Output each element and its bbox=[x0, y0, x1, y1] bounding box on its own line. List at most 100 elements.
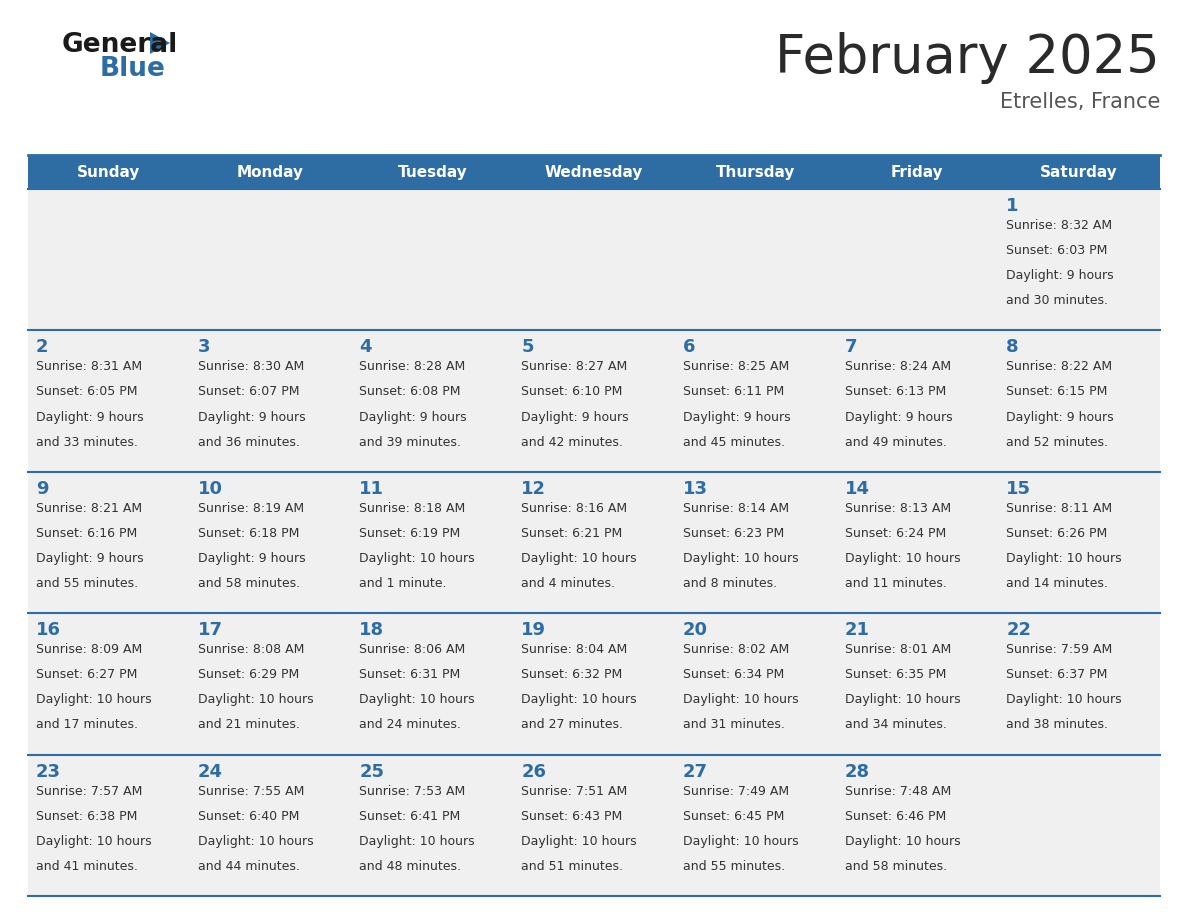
Text: and 49 minutes.: and 49 minutes. bbox=[845, 436, 947, 449]
Text: 19: 19 bbox=[522, 621, 546, 639]
Bar bbox=[675, 755, 836, 896]
Bar bbox=[352, 189, 513, 330]
Text: 26: 26 bbox=[522, 763, 546, 780]
Text: Daylight: 10 hours: Daylight: 10 hours bbox=[360, 552, 475, 565]
Text: Sunset: 6:45 PM: Sunset: 6:45 PM bbox=[683, 810, 784, 823]
Text: and 52 minutes.: and 52 minutes. bbox=[1006, 436, 1108, 449]
Bar bbox=[352, 330, 513, 472]
Text: and 24 minutes.: and 24 minutes. bbox=[360, 719, 461, 732]
Bar bbox=[29, 613, 190, 755]
Text: Sunset: 6:03 PM: Sunset: 6:03 PM bbox=[1006, 244, 1107, 257]
Bar bbox=[190, 755, 352, 896]
Text: Sunset: 6:40 PM: Sunset: 6:40 PM bbox=[197, 810, 299, 823]
Text: Sunset: 6:41 PM: Sunset: 6:41 PM bbox=[360, 810, 461, 823]
Bar bbox=[836, 613, 998, 755]
Bar bbox=[513, 755, 675, 896]
Text: Sunrise: 8:18 AM: Sunrise: 8:18 AM bbox=[360, 502, 466, 515]
Text: Sunrise: 8:25 AM: Sunrise: 8:25 AM bbox=[683, 361, 789, 374]
Text: Sunrise: 8:32 AM: Sunrise: 8:32 AM bbox=[1006, 219, 1112, 232]
Bar bbox=[190, 472, 352, 613]
Bar bbox=[29, 189, 190, 330]
Text: 1: 1 bbox=[1006, 197, 1019, 215]
Text: Daylight: 10 hours: Daylight: 10 hours bbox=[522, 693, 637, 706]
Text: and 51 minutes.: and 51 minutes. bbox=[522, 860, 624, 873]
Text: 5: 5 bbox=[522, 339, 533, 356]
Text: Sunset: 6:32 PM: Sunset: 6:32 PM bbox=[522, 668, 623, 681]
Bar bbox=[190, 189, 352, 330]
Text: 14: 14 bbox=[845, 480, 870, 498]
Text: Daylight: 10 hours: Daylight: 10 hours bbox=[845, 834, 960, 848]
Text: Daylight: 9 hours: Daylight: 9 hours bbox=[360, 410, 467, 423]
Text: Daylight: 10 hours: Daylight: 10 hours bbox=[197, 693, 314, 706]
Text: Daylight: 10 hours: Daylight: 10 hours bbox=[1006, 693, 1121, 706]
Text: Daylight: 9 hours: Daylight: 9 hours bbox=[683, 410, 790, 423]
Text: 4: 4 bbox=[360, 339, 372, 356]
Bar bbox=[513, 189, 675, 330]
Text: Daylight: 10 hours: Daylight: 10 hours bbox=[845, 552, 960, 565]
Bar bbox=[29, 330, 190, 472]
Text: Saturday: Saturday bbox=[1041, 164, 1118, 180]
Text: Sunrise: 8:14 AM: Sunrise: 8:14 AM bbox=[683, 502, 789, 515]
Text: Daylight: 10 hours: Daylight: 10 hours bbox=[36, 834, 152, 848]
Text: and 1 minute.: and 1 minute. bbox=[360, 577, 447, 590]
Text: 15: 15 bbox=[1006, 480, 1031, 498]
Text: Sunset: 6:15 PM: Sunset: 6:15 PM bbox=[1006, 386, 1107, 398]
Text: Sunset: 6:31 PM: Sunset: 6:31 PM bbox=[360, 668, 461, 681]
Text: Daylight: 10 hours: Daylight: 10 hours bbox=[1006, 552, 1121, 565]
Text: Sunset: 6:43 PM: Sunset: 6:43 PM bbox=[522, 810, 623, 823]
Text: Etrelles, France: Etrelles, France bbox=[999, 92, 1159, 112]
Text: Daylight: 10 hours: Daylight: 10 hours bbox=[683, 834, 798, 848]
Text: 12: 12 bbox=[522, 480, 546, 498]
Text: and 45 minutes.: and 45 minutes. bbox=[683, 436, 785, 449]
Text: and 33 minutes.: and 33 minutes. bbox=[36, 436, 138, 449]
Bar bbox=[29, 472, 190, 613]
Text: February 2025: February 2025 bbox=[776, 32, 1159, 84]
Text: Sunset: 6:35 PM: Sunset: 6:35 PM bbox=[845, 668, 946, 681]
Text: 7: 7 bbox=[845, 339, 857, 356]
Bar bbox=[190, 613, 352, 755]
Text: and 21 minutes.: and 21 minutes. bbox=[197, 719, 299, 732]
Text: Sunset: 6:29 PM: Sunset: 6:29 PM bbox=[197, 668, 299, 681]
Text: 24: 24 bbox=[197, 763, 222, 780]
Text: 25: 25 bbox=[360, 763, 385, 780]
Bar bbox=[675, 613, 836, 755]
Text: Friday: Friday bbox=[891, 164, 943, 180]
Text: Monday: Monday bbox=[238, 164, 304, 180]
Text: and 55 minutes.: and 55 minutes. bbox=[683, 860, 785, 873]
Text: 16: 16 bbox=[36, 621, 61, 639]
Text: Daylight: 9 hours: Daylight: 9 hours bbox=[197, 552, 305, 565]
Bar bbox=[998, 189, 1159, 330]
Bar bbox=[352, 755, 513, 896]
Text: Sunrise: 8:11 AM: Sunrise: 8:11 AM bbox=[1006, 502, 1112, 515]
Text: Sunset: 6:08 PM: Sunset: 6:08 PM bbox=[360, 386, 461, 398]
Text: General: General bbox=[62, 32, 178, 58]
Bar bbox=[998, 755, 1159, 896]
Text: Daylight: 9 hours: Daylight: 9 hours bbox=[197, 410, 305, 423]
Text: Sunrise: 8:02 AM: Sunrise: 8:02 AM bbox=[683, 644, 789, 656]
Text: Sunrise: 8:28 AM: Sunrise: 8:28 AM bbox=[360, 361, 466, 374]
Text: Sunrise: 8:30 AM: Sunrise: 8:30 AM bbox=[197, 361, 304, 374]
Text: Daylight: 9 hours: Daylight: 9 hours bbox=[1006, 410, 1114, 423]
Bar bbox=[998, 330, 1159, 472]
Text: 9: 9 bbox=[36, 480, 49, 498]
Text: Sunset: 6:24 PM: Sunset: 6:24 PM bbox=[845, 527, 946, 540]
Bar bbox=[513, 330, 675, 472]
Text: Daylight: 10 hours: Daylight: 10 hours bbox=[522, 552, 637, 565]
Text: 23: 23 bbox=[36, 763, 61, 780]
Text: and 36 minutes.: and 36 minutes. bbox=[197, 436, 299, 449]
Text: Tuesday: Tuesday bbox=[398, 164, 467, 180]
Text: Wednesday: Wednesday bbox=[545, 164, 643, 180]
Text: Sunset: 6:19 PM: Sunset: 6:19 PM bbox=[360, 527, 461, 540]
Text: Daylight: 10 hours: Daylight: 10 hours bbox=[683, 693, 798, 706]
Text: and 48 minutes.: and 48 minutes. bbox=[360, 860, 461, 873]
Text: 27: 27 bbox=[683, 763, 708, 780]
Text: Sunset: 6:10 PM: Sunset: 6:10 PM bbox=[522, 386, 623, 398]
Text: 22: 22 bbox=[1006, 621, 1031, 639]
Text: Sunrise: 8:31 AM: Sunrise: 8:31 AM bbox=[36, 361, 143, 374]
Text: and 34 minutes.: and 34 minutes. bbox=[845, 719, 947, 732]
Text: 17: 17 bbox=[197, 621, 222, 639]
Text: Sunrise: 7:53 AM: Sunrise: 7:53 AM bbox=[360, 785, 466, 798]
Text: Sunrise: 7:48 AM: Sunrise: 7:48 AM bbox=[845, 785, 950, 798]
Text: 10: 10 bbox=[197, 480, 222, 498]
Text: Sunrise: 7:57 AM: Sunrise: 7:57 AM bbox=[36, 785, 143, 798]
